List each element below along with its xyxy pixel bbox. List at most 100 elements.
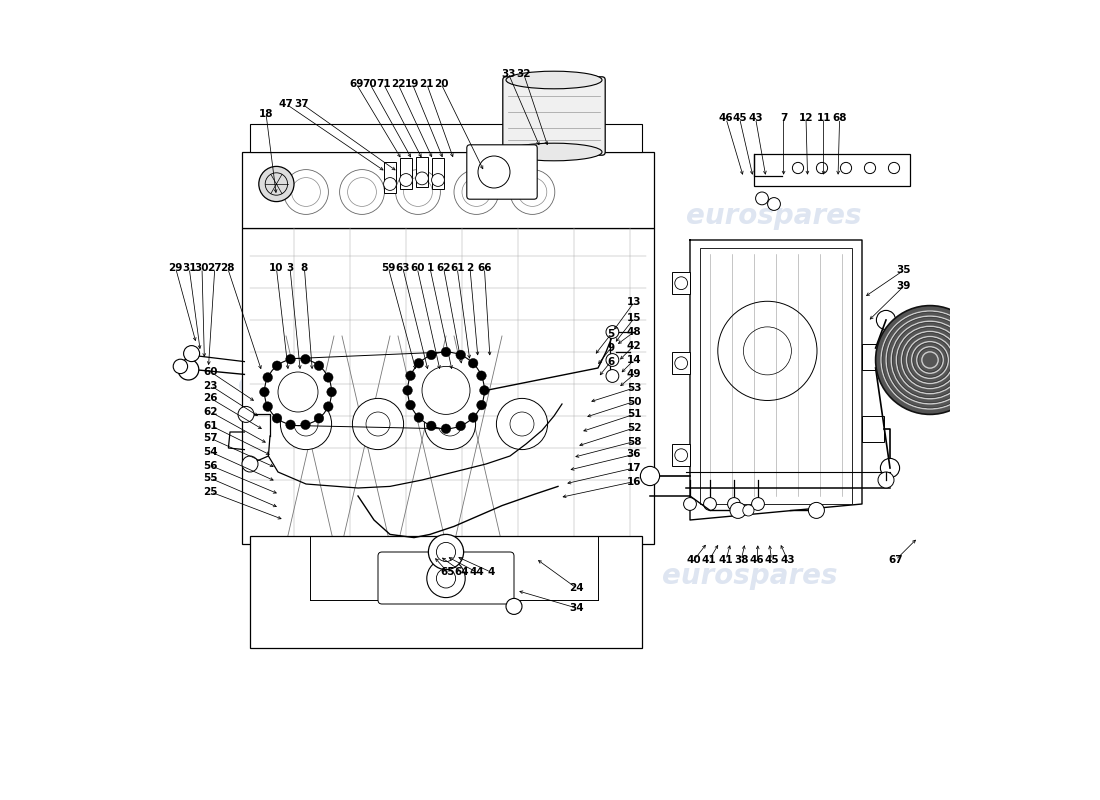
Text: 18: 18 (258, 109, 273, 118)
Text: 16: 16 (627, 477, 641, 486)
Circle shape (480, 386, 490, 395)
Text: 52: 52 (627, 423, 641, 433)
Text: 19: 19 (405, 79, 419, 89)
Circle shape (425, 398, 475, 450)
Text: 39: 39 (896, 282, 911, 291)
Circle shape (496, 398, 548, 450)
Circle shape (476, 400, 486, 410)
Text: 4: 4 (487, 567, 495, 577)
FancyBboxPatch shape (466, 145, 537, 199)
Circle shape (808, 502, 824, 518)
Circle shape (408, 352, 484, 429)
Text: 17: 17 (627, 463, 641, 473)
Text: 47: 47 (278, 99, 294, 109)
Circle shape (323, 373, 333, 382)
FancyBboxPatch shape (672, 444, 690, 466)
Circle shape (506, 598, 522, 614)
Circle shape (399, 174, 412, 186)
Circle shape (327, 387, 337, 397)
Circle shape (427, 559, 465, 598)
Circle shape (865, 162, 876, 174)
Circle shape (416, 172, 428, 185)
Text: 41: 41 (702, 555, 716, 565)
Text: 43: 43 (748, 114, 763, 123)
Circle shape (704, 498, 716, 510)
Text: 59: 59 (382, 263, 396, 273)
FancyBboxPatch shape (862, 416, 884, 442)
Text: 11: 11 (816, 114, 831, 123)
Text: 34: 34 (569, 603, 584, 613)
Text: 40: 40 (686, 555, 702, 565)
Text: 2: 2 (466, 263, 474, 273)
Circle shape (273, 414, 282, 423)
Text: 28: 28 (220, 263, 235, 273)
FancyBboxPatch shape (672, 272, 690, 294)
Text: 68: 68 (833, 114, 847, 123)
FancyBboxPatch shape (503, 77, 605, 155)
Text: 9: 9 (607, 343, 615, 353)
Text: 8: 8 (300, 263, 308, 273)
Circle shape (469, 413, 478, 422)
Circle shape (403, 386, 412, 395)
FancyBboxPatch shape (672, 352, 690, 374)
Text: 48: 48 (627, 327, 641, 337)
FancyBboxPatch shape (700, 248, 852, 504)
Circle shape (751, 498, 764, 510)
Ellipse shape (506, 143, 602, 161)
Circle shape (178, 359, 199, 380)
Circle shape (323, 402, 333, 411)
Text: 38: 38 (734, 555, 748, 565)
Text: 13: 13 (627, 298, 641, 307)
Circle shape (414, 413, 424, 422)
Text: 26: 26 (204, 394, 218, 403)
Circle shape (431, 174, 444, 186)
Circle shape (683, 498, 696, 510)
Text: 42: 42 (627, 341, 641, 350)
Circle shape (674, 449, 688, 462)
Text: 58: 58 (627, 437, 641, 446)
Text: 49: 49 (627, 370, 641, 379)
Circle shape (315, 414, 323, 423)
Text: 54: 54 (204, 447, 218, 457)
Text: eurospares: eurospares (686, 202, 861, 230)
Text: 24: 24 (569, 583, 584, 593)
Text: 45: 45 (764, 555, 779, 565)
Circle shape (455, 421, 465, 430)
Text: 53: 53 (627, 383, 641, 393)
Circle shape (768, 198, 780, 210)
Circle shape (263, 402, 273, 411)
FancyBboxPatch shape (378, 552, 514, 604)
Text: 44: 44 (469, 567, 484, 577)
Text: 43: 43 (780, 555, 795, 565)
Text: 46: 46 (750, 555, 764, 565)
Circle shape (469, 358, 478, 368)
Circle shape (840, 162, 851, 174)
Text: 36: 36 (627, 450, 641, 459)
Circle shape (606, 354, 619, 366)
Text: 63: 63 (396, 263, 410, 273)
FancyBboxPatch shape (250, 124, 642, 152)
FancyBboxPatch shape (250, 536, 642, 648)
Text: 12: 12 (799, 114, 813, 123)
Circle shape (441, 347, 451, 357)
Text: eurospares: eurospares (239, 370, 414, 398)
Circle shape (727, 498, 740, 510)
Circle shape (264, 358, 331, 426)
Circle shape (260, 387, 270, 397)
Text: 55: 55 (204, 474, 218, 483)
Circle shape (427, 421, 436, 430)
Text: 57: 57 (204, 434, 218, 443)
FancyBboxPatch shape (416, 157, 428, 187)
FancyBboxPatch shape (754, 154, 910, 186)
Text: 25: 25 (204, 487, 218, 497)
Circle shape (242, 456, 258, 472)
Text: 20: 20 (433, 79, 449, 89)
Circle shape (184, 346, 199, 362)
Text: 21: 21 (419, 79, 435, 89)
Text: 61: 61 (204, 421, 218, 430)
Circle shape (414, 358, 424, 368)
Circle shape (878, 472, 894, 488)
Circle shape (173, 359, 188, 374)
Text: 15: 15 (627, 314, 641, 323)
Text: 62: 62 (437, 263, 451, 273)
